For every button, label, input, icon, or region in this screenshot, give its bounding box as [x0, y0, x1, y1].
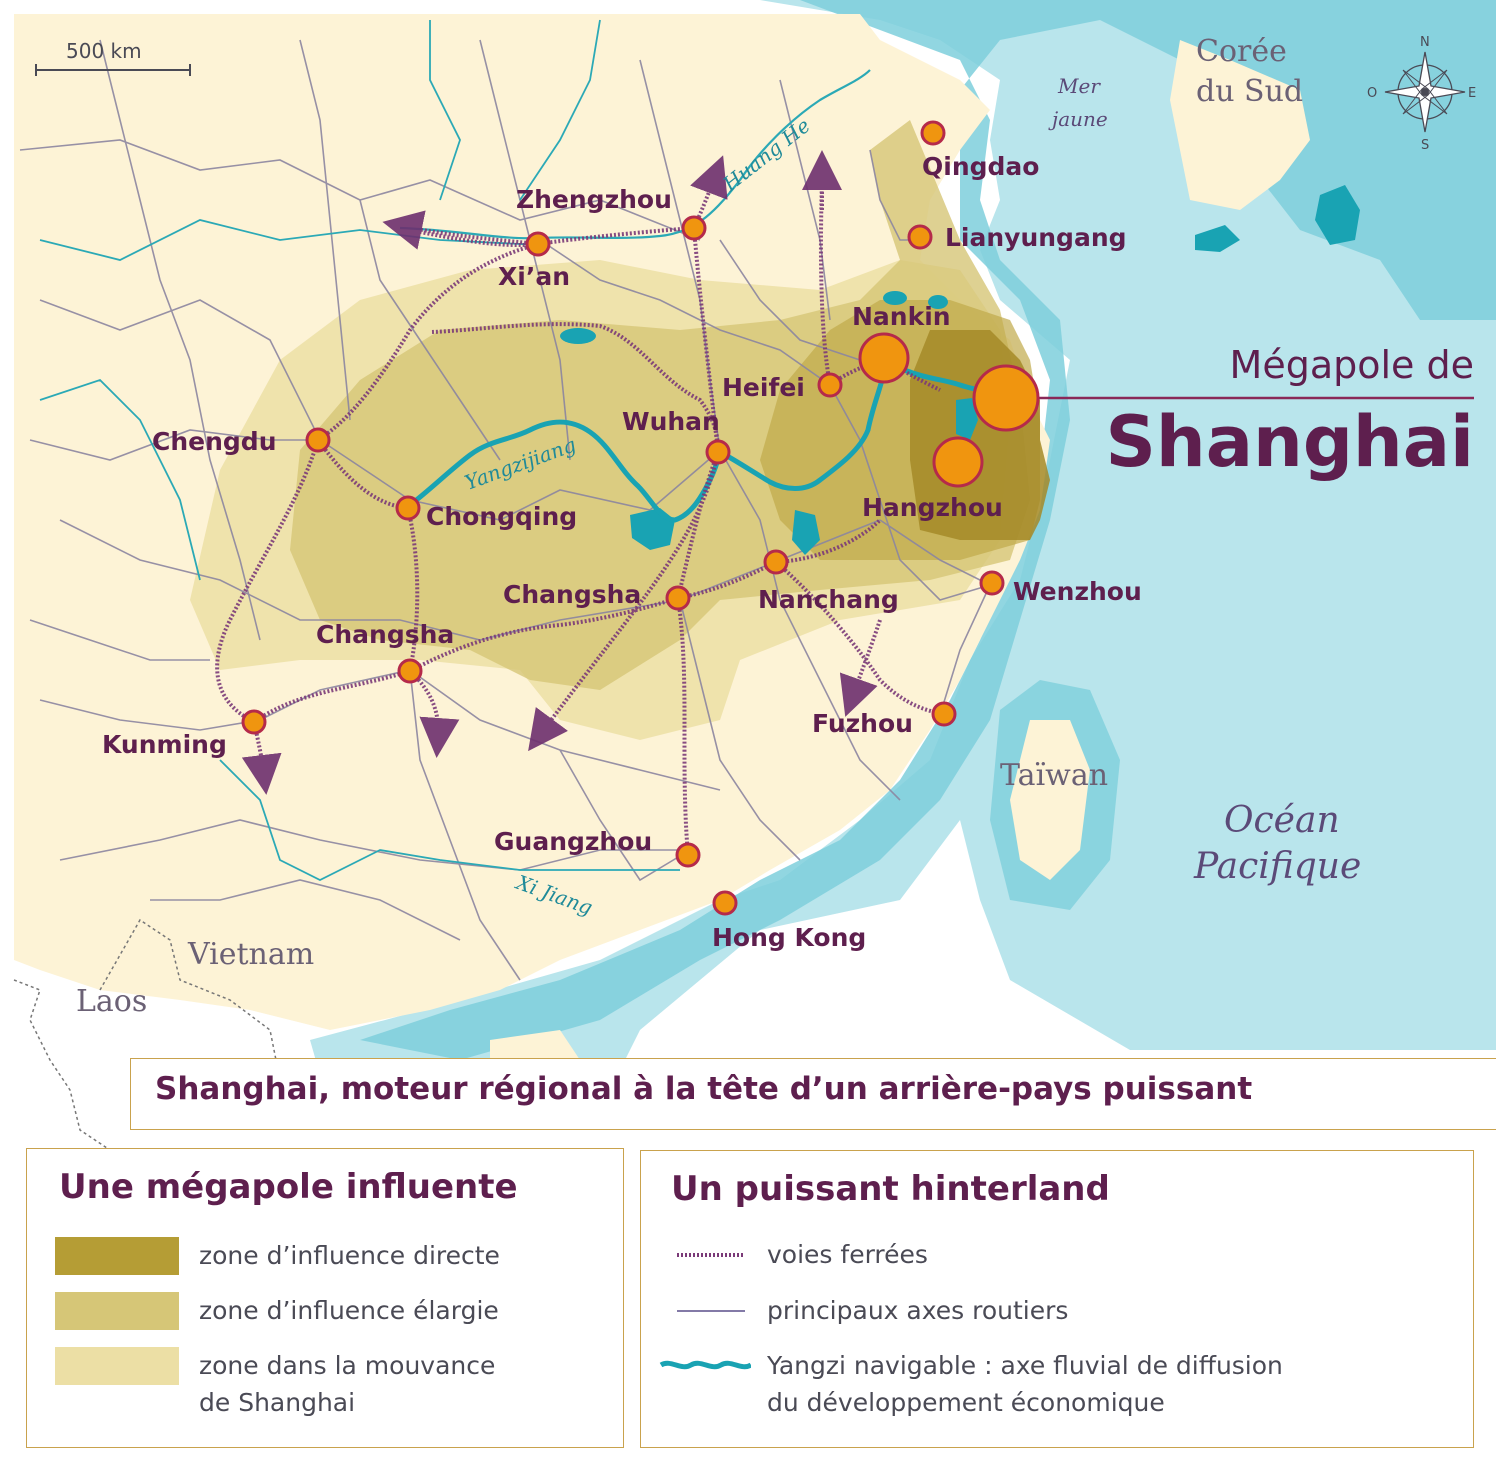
city-marker-wuhan [705, 439, 731, 465]
city-labels: Qingdao Lianyungang Zhengzhou Xi’an Nank… [102, 152, 1142, 952]
city-label: Nankin [852, 302, 951, 331]
compass-s: S [1421, 138, 1429, 153]
rivers-minor [39, 19, 680, 882]
city-marker-heifei [817, 372, 843, 398]
city-marker-shanghai [972, 364, 1040, 432]
korea-label: du Sud [1196, 74, 1303, 109]
legend-title-hinterland: Un puissant hinterland [671, 1169, 1110, 1209]
city-markers [241, 120, 1040, 916]
river-sample [659, 1360, 751, 1370]
city-marker-xian [525, 231, 551, 257]
swatch-direct [55, 1237, 179, 1275]
korea-label: Corée [1196, 34, 1287, 69]
country-borders [13, 918, 311, 1151]
laos-label: Laos [76, 984, 147, 1019]
city-marker-kunming [241, 709, 267, 735]
scale-label: 500 km [66, 39, 142, 63]
legend-label-yangzi: Yangzi navigable : axe fluvial de diffus… [767, 1351, 1283, 1380]
lakes [560, 185, 1360, 555]
legend-label-mouvance: de Shanghai [199, 1388, 356, 1417]
city-label: Kunming [102, 730, 227, 759]
city-label: Guangzhou [494, 827, 652, 856]
city-label: Chengdu [152, 427, 277, 456]
city-label: Wenzhou [1013, 577, 1142, 606]
legend-panel-influence: Une mégapole influente zone d’influence … [26, 1148, 624, 1448]
swatch-elargie [55, 1292, 179, 1330]
railways [215, 150, 945, 856]
title-banner: Shanghai, moteur régional à la tête d’un… [130, 1058, 1496, 1130]
city-marker-nankin [858, 332, 910, 384]
yellow-sea-label: Mer [1057, 74, 1101, 98]
city-marker-hongkong [712, 890, 738, 916]
compass-o: O [1367, 86, 1377, 101]
city-label: Hangzhou [862, 493, 1003, 522]
city-label: Wuhan [622, 407, 720, 436]
compass-n: N [1420, 35, 1430, 50]
scale-bar: 500 km [35, 39, 191, 76]
city-label: Zhengzhou [516, 185, 672, 214]
city-label: Hong Kong [712, 923, 866, 952]
legend-label-rail: voies ferrées [767, 1240, 928, 1269]
city-label: Heifei [722, 373, 805, 402]
legend-label-elargie: zone d’influence élargie [199, 1296, 499, 1325]
legend-label-direct: zone d’influence directe [199, 1241, 500, 1270]
city-label: Fuzhou [812, 709, 913, 738]
city-marker-guangzhou [675, 842, 701, 868]
city-marker-wenzhou [979, 570, 1005, 596]
pacific-label: Pacifique [1193, 846, 1361, 887]
map-title-line1: Mégapole de [1230, 343, 1474, 387]
city-label: Qingdao [922, 152, 1039, 181]
yellow-sea-label: jaune [1048, 107, 1108, 131]
city-marker-changsha [665, 585, 691, 611]
legend-line-samples [659, 1253, 751, 1370]
banner-title: Shanghai, moteur régional à la tête d’un… [155, 1071, 1253, 1107]
city-marker-fuzhou [931, 701, 957, 727]
city-marker-hangzhou [932, 436, 984, 488]
city-label: Changsha [316, 620, 454, 649]
compass-rose-icon: N S E O [1367, 35, 1476, 153]
legend-title-influence: Une mégapole influente [59, 1167, 518, 1207]
legend-label-road: principaux axes routiers [767, 1296, 1069, 1325]
city-marker-qingdao [920, 120, 946, 146]
vietnam-label: Vietnam [187, 937, 314, 972]
city-marker-chongqing [395, 495, 421, 521]
city-label: Changsha [503, 580, 641, 609]
city-label: Chongqing [426, 502, 577, 531]
road-network [19, 39, 992, 981]
legend-panel-hinterland: Un puissant hinterland voies ferrées pri… [640, 1150, 1474, 1448]
city-marker-changsha-2 [397, 658, 423, 684]
city-marker-nanchang [763, 549, 789, 575]
city-marker-zhengzhou [681, 215, 707, 241]
legend-label-mouvance: zone dans la mouvance [199, 1351, 496, 1380]
city-marker-chengdu [305, 427, 331, 453]
city-marker-lianyungang [907, 224, 933, 250]
swatch-mouvance [55, 1347, 179, 1385]
legend-label-yangzi: du développement économique [767, 1388, 1165, 1417]
taiwan-label: Taïwan [1000, 758, 1108, 793]
compass-e: E [1468, 86, 1476, 101]
city-label: Lianyungang [945, 223, 1127, 252]
city-label: Xi’an [498, 262, 570, 291]
city-label: Nanchang [758, 585, 899, 614]
pacific-label: Océan [1224, 800, 1340, 841]
map-title-line2: Shanghai [1106, 401, 1475, 483]
